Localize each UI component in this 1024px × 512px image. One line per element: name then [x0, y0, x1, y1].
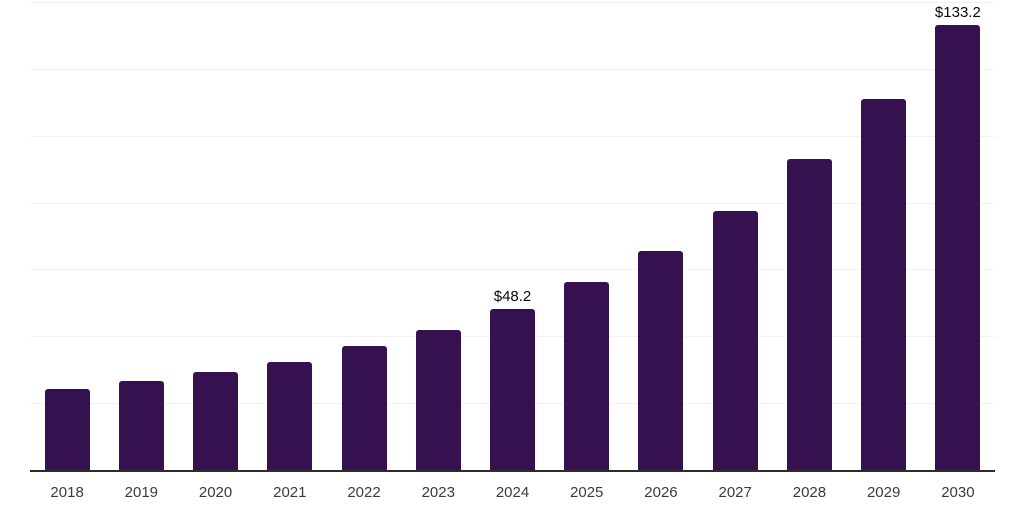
- x-tick-label-2021: 2021: [273, 484, 307, 501]
- gridline: [30, 68, 995, 70]
- x-tick-label-2024: 2024: [495, 484, 530, 501]
- x-tick-label-2027: 2027: [718, 484, 752, 501]
- gridline: [30, 202, 995, 204]
- x-tick-label-2026: 2026: [644, 484, 678, 501]
- bar-2028: [786, 159, 832, 470]
- bar-2023: [415, 329, 461, 470]
- bar-2022: [341, 346, 387, 470]
- x-tick-label-2019: 2019: [124, 484, 159, 501]
- data-label-2024: $48.2: [493, 287, 532, 305]
- gridline: [30, 135, 995, 137]
- bar-2020: [193, 372, 239, 470]
- bar-2024: [490, 308, 535, 470]
- bar-2025: [564, 281, 610, 470]
- x-tick-label-2022: 2022: [347, 484, 381, 501]
- bar-2018: [44, 389, 90, 470]
- bar-2029: [861, 99, 907, 470]
- x-tick-label-2023: 2023: [421, 484, 455, 501]
- x-tick-label-2020: 2020: [198, 484, 233, 501]
- x-tick-label-2018: 2018: [50, 484, 84, 501]
- x-tick-label-2030: 2030: [941, 484, 975, 501]
- bar-2030: [935, 24, 981, 470]
- gridline: [30, 2, 995, 3]
- x-axis-line: [30, 470, 995, 472]
- bar-2019: [118, 381, 164, 470]
- bar-2021: [267, 362, 313, 470]
- bar-2026: [638, 250, 684, 470]
- x-tick-label-2028: 2028: [792, 484, 827, 501]
- data-label-2030: $133.2: [934, 3, 981, 21]
- gridline: [30, 269, 995, 271]
- x-tick-label-2025: 2025: [570, 484, 604, 501]
- x-tick-label-2029: 2029: [866, 484, 901, 501]
- bar-2027: [712, 210, 758, 470]
